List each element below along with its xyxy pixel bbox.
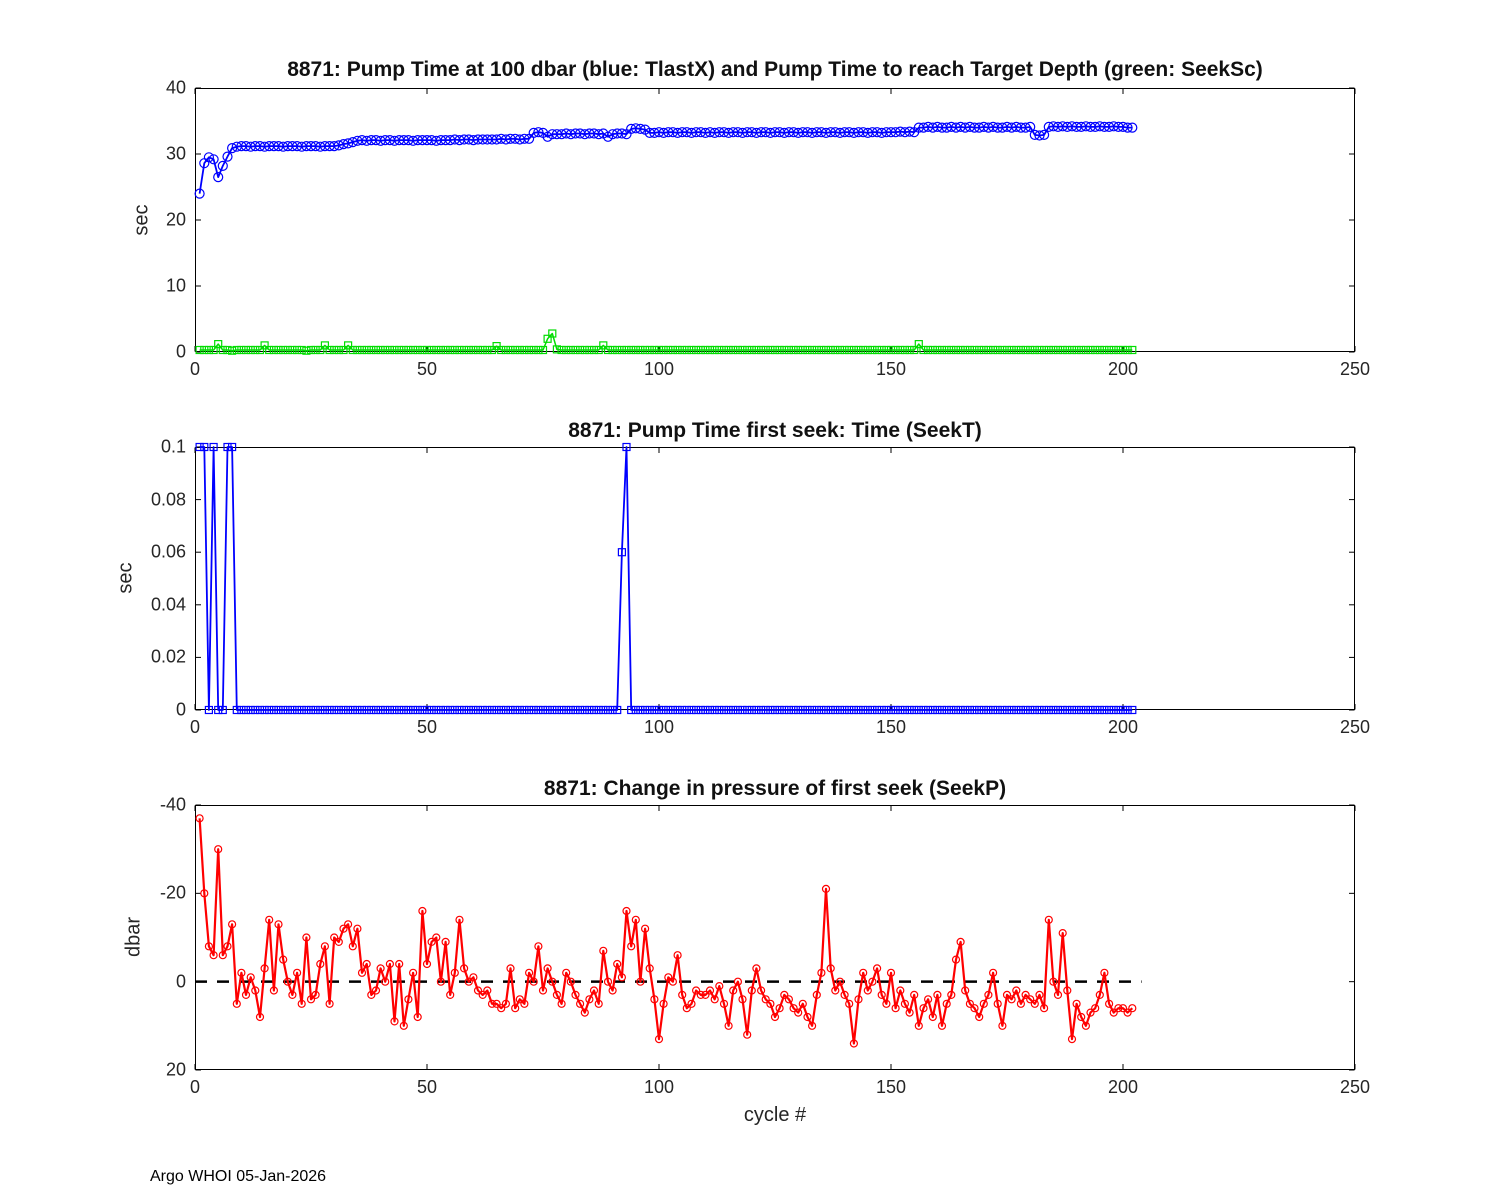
y-tick-label: 0.06 <box>150 541 186 562</box>
footer-text: Argo WHOI 05-Jan-2026 <box>150 1168 327 1185</box>
chart3-y-axis-label: dbar <box>122 916 145 958</box>
x-tick-label: 250 <box>1339 717 1371 737</box>
y-tick-label: 30 <box>165 143 186 164</box>
chart1-y-axis-label: sec <box>130 204 153 236</box>
y-tick-label: -20 <box>159 882 186 903</box>
x-axis-label: cycle # <box>743 1104 807 1126</box>
first-seek-time-chart <box>194 442 1356 715</box>
x-tick-label: 0 <box>189 1077 201 1097</box>
y-tick-label: -40 <box>159 794 186 815</box>
chart3-title: 8871: Change in pressure of first seek (… <box>543 777 1007 800</box>
x-tick-label: 100 <box>643 717 675 737</box>
x-tick-label: 200 <box>1107 1077 1139 1097</box>
x-tick-label: 250 <box>1339 1077 1371 1097</box>
x-tick-label: 150 <box>875 717 907 737</box>
chart1-title: 8871: Pump Time at 100 dbar (blue: Tlast… <box>287 58 1263 81</box>
y-tick-label: 10 <box>165 275 186 296</box>
x-tick-label: 0 <box>189 717 201 737</box>
x-tick-label: 50 <box>416 717 438 737</box>
y-tick-label: 0.1 <box>160 436 186 457</box>
seek-pressure-chart <box>194 804 1356 1071</box>
y-tick-label: 20 <box>165 209 186 230</box>
x-tick-label: 200 <box>1107 717 1139 737</box>
x-tick-label: 150 <box>875 1077 907 1097</box>
y-tick-label: 0 <box>175 341 186 362</box>
chart2-y-axis-label: sec <box>114 562 137 594</box>
x-tick-label: 100 <box>643 359 675 379</box>
x-tick-label: 50 <box>416 359 438 379</box>
x-tick-label: 150 <box>875 359 907 379</box>
x-tick-label: 100 <box>643 1077 675 1097</box>
x-tick-label: 50 <box>416 1077 438 1097</box>
y-tick-label: 20 <box>165 1059 186 1080</box>
y-tick-label: 0 <box>175 699 186 720</box>
y-tick-label: 0.08 <box>150 489 186 510</box>
chart2-title: 8871: Pump Time first seek: Time (SeekT) <box>568 419 982 442</box>
x-tick-label: 250 <box>1339 359 1371 379</box>
y-tick-label: 0 <box>175 971 186 992</box>
x-tick-label: 0 <box>189 359 201 379</box>
y-tick-label: 0.04 <box>150 594 186 615</box>
x-tick-label: 200 <box>1107 359 1139 379</box>
y-tick-label: 40 <box>165 77 186 98</box>
y-tick-label: 0.02 <box>150 646 186 667</box>
pump-time-chart <box>194 87 1356 355</box>
